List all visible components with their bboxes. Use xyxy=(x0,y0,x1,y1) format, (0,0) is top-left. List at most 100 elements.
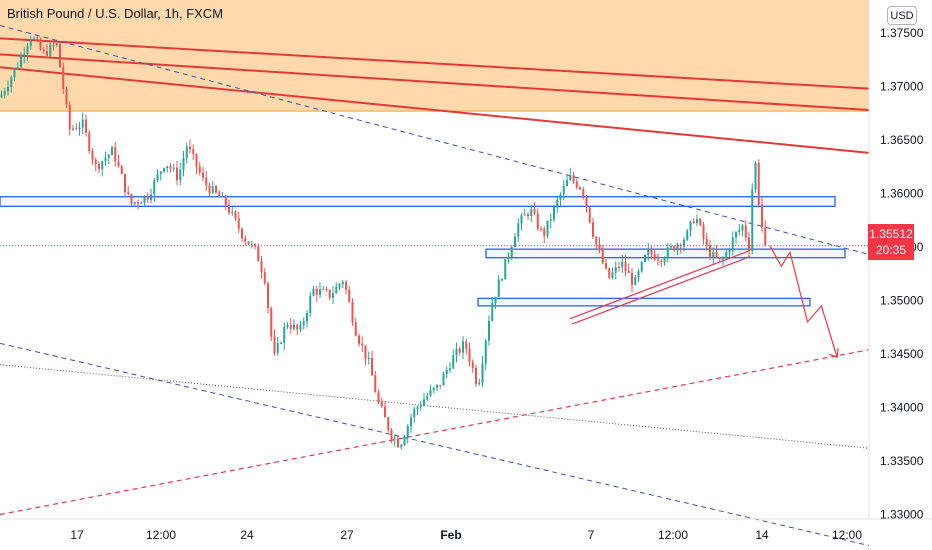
candle-body xyxy=(618,266,620,268)
x-tick-label: 12:00 xyxy=(832,528,862,542)
candle-body xyxy=(267,283,269,309)
candle-body xyxy=(29,38,32,46)
candle-body xyxy=(725,252,728,259)
candle-body xyxy=(611,272,614,279)
candle-body xyxy=(429,389,432,396)
y-axis[interactable]: 1.375001.370001.365001.360001.355001.350… xyxy=(880,26,924,522)
candle-body xyxy=(757,163,760,205)
candle-body xyxy=(215,185,217,193)
candle-body xyxy=(91,151,94,160)
candle-body xyxy=(579,187,581,190)
trendline-dashed-blue-3 xyxy=(0,25,870,255)
candle-body xyxy=(380,401,383,407)
candle-body xyxy=(231,211,234,213)
candle-body xyxy=(527,214,529,217)
candle-body xyxy=(536,213,539,229)
candle-body xyxy=(484,340,487,364)
candle-body xyxy=(338,284,341,287)
candle-body xyxy=(605,263,607,269)
candle-body xyxy=(575,181,578,188)
candle-body xyxy=(33,38,35,40)
last-price-value: 1.35512 xyxy=(869,227,913,241)
forecast-arrowhead xyxy=(828,348,839,359)
candle-body xyxy=(533,209,536,214)
candle-body xyxy=(192,149,195,154)
candle-body xyxy=(592,222,594,237)
level-box-2 xyxy=(477,297,811,307)
candle-body xyxy=(624,261,627,271)
supply-zone xyxy=(0,0,869,112)
candle-body xyxy=(738,230,741,233)
candle-body xyxy=(221,195,224,198)
candle-body xyxy=(358,335,360,344)
candle-body xyxy=(345,281,347,290)
candle-body xyxy=(553,206,555,220)
candle-body xyxy=(709,245,711,259)
candle-body xyxy=(156,174,159,181)
candle-body xyxy=(348,289,351,302)
candle-body xyxy=(172,167,175,169)
candle-body xyxy=(270,308,273,337)
candle-body xyxy=(735,232,737,238)
candle-body xyxy=(335,286,338,294)
candle-body xyxy=(637,271,640,278)
candle-body xyxy=(176,167,178,181)
candle-body xyxy=(510,247,513,257)
currency-button[interactable]: USD xyxy=(887,6,917,25)
candle-body xyxy=(419,405,422,408)
y-tick-label: 1.33500 xyxy=(880,454,924,468)
candle-body xyxy=(549,219,552,221)
candle-body xyxy=(306,312,308,322)
candle-body xyxy=(439,384,442,386)
candle-body xyxy=(286,324,289,327)
candle-body xyxy=(133,202,136,204)
y-tick-label: 1.37500 xyxy=(880,26,924,40)
candle-body xyxy=(507,256,510,260)
x-tick-label: 7 xyxy=(588,528,595,542)
candle-body xyxy=(705,238,708,246)
candle-body xyxy=(660,260,663,263)
candle-body xyxy=(351,301,354,323)
candle-body xyxy=(731,237,734,251)
candle-body xyxy=(764,227,767,246)
candle-body xyxy=(250,244,253,246)
candle-body xyxy=(182,158,185,170)
candle-body xyxy=(107,154,110,159)
candle-body xyxy=(540,228,542,230)
candle-body xyxy=(120,166,123,175)
last-price-tag: 1.35512 20:35 xyxy=(868,224,914,260)
candle-body xyxy=(75,128,78,130)
candle-body xyxy=(26,45,29,55)
x-tick-label: Feb xyxy=(440,528,461,542)
x-tick-label: 12:00 xyxy=(658,528,688,542)
candle-body xyxy=(49,44,52,56)
candle-body xyxy=(741,225,744,231)
candle-body xyxy=(224,195,227,206)
chart-title: British Pound / U.S. Dollar, 1h, FXCM xyxy=(7,6,224,21)
support-trendline-a xyxy=(569,250,749,320)
candle-body xyxy=(94,159,97,165)
candle-body xyxy=(679,244,682,247)
candle-body xyxy=(689,221,692,231)
candle-body xyxy=(488,320,490,341)
candle-body xyxy=(218,192,221,198)
candle-body xyxy=(195,153,198,167)
candle-body xyxy=(260,261,263,273)
candle-body xyxy=(416,407,419,410)
candle-body xyxy=(205,177,208,186)
candle-body xyxy=(3,91,6,95)
candle-body xyxy=(237,218,240,229)
candle-body xyxy=(332,293,334,298)
candle-body xyxy=(293,324,295,329)
trendline-resistance-0 xyxy=(0,37,870,90)
candle-body xyxy=(104,158,107,162)
candle-body xyxy=(423,399,425,406)
candle-body xyxy=(468,348,471,362)
candle-body xyxy=(146,195,149,200)
candle-body xyxy=(117,161,120,167)
candle-body xyxy=(0,94,3,98)
candle-body xyxy=(722,258,724,260)
candle-body xyxy=(367,357,370,359)
x-axis[interactable]: 17 12:00 24 27 Feb 7 12:00 14 12:00 xyxy=(70,528,862,542)
